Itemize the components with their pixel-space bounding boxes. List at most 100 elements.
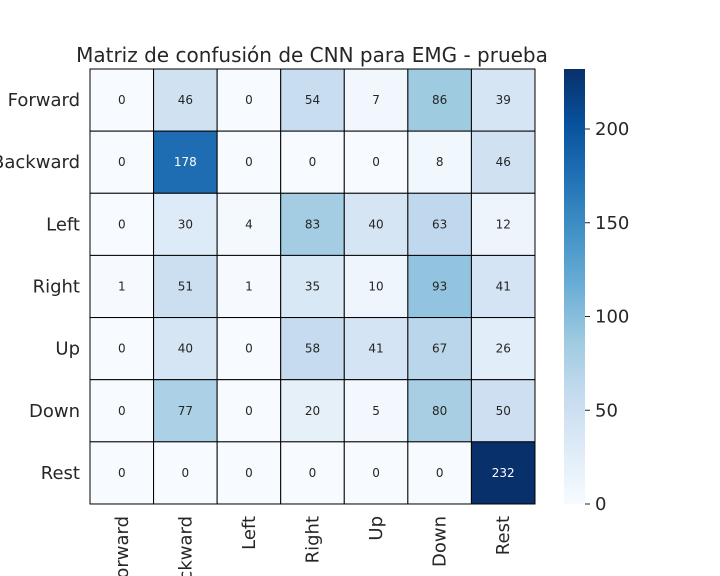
cell-value-label: 50 bbox=[496, 404, 511, 418]
cell-value-label: 0 bbox=[245, 155, 253, 169]
cell-value-label: 0 bbox=[118, 342, 126, 356]
cell-value-label: 7 bbox=[372, 93, 380, 107]
cell-value-label: 0 bbox=[245, 342, 253, 356]
row-label: Rest bbox=[41, 463, 80, 484]
chart-title: Matriz de confusión de CNN para EMG - pr… bbox=[76, 43, 548, 67]
cell-value-label: 67 bbox=[432, 342, 447, 356]
cell-value-label: 10 bbox=[368, 279, 383, 293]
column-label: Rest bbox=[493, 516, 514, 555]
cell-value-label: 93 bbox=[432, 279, 447, 293]
cell-value-label: 58 bbox=[305, 342, 320, 356]
cell-value-label: 83 bbox=[305, 217, 320, 231]
colorbar-tick-label: 50 bbox=[595, 400, 618, 421]
cell-value-label: 0 bbox=[118, 404, 126, 418]
cell-value-label: 86 bbox=[432, 93, 447, 107]
row-labels: Forward Backward Left Right Up Down Rest bbox=[0, 90, 80, 484]
heatmap-cell bbox=[89, 130, 155, 194]
heatmap-cell bbox=[280, 379, 345, 443]
cell-value-label: 1 bbox=[245, 279, 253, 293]
heatmap-cell bbox=[470, 192, 536, 256]
cell-value-label: 4 bbox=[245, 217, 253, 231]
column-label: Down bbox=[430, 516, 451, 567]
heatmap-cell bbox=[470, 379, 536, 443]
cell-value-label: 41 bbox=[368, 342, 383, 356]
heatmap-cell bbox=[216, 441, 282, 505]
cell-value-label: 0 bbox=[372, 466, 380, 480]
heatmap-cell bbox=[89, 254, 155, 319]
cell-value-label: 46 bbox=[178, 93, 193, 107]
cell-value-label: 51 bbox=[178, 279, 193, 293]
column-label: Left bbox=[239, 516, 260, 550]
cell-value-label: 63 bbox=[432, 217, 447, 231]
heatmap-cell bbox=[89, 317, 155, 381]
colorbar-tick-label: 100 bbox=[595, 307, 629, 328]
cell-value-label: 0 bbox=[118, 217, 126, 231]
heatmap-cell bbox=[153, 254, 218, 319]
heatmap-cell bbox=[89, 441, 155, 505]
column-label: Forward bbox=[112, 516, 133, 576]
cell-value-label: 5 bbox=[372, 404, 380, 418]
row-label: Up bbox=[55, 339, 80, 360]
colorbar-tick-label: 150 bbox=[595, 213, 629, 234]
heatmap-cell bbox=[343, 130, 409, 194]
cell-value-label: 0 bbox=[436, 466, 444, 480]
heatmap-cell bbox=[343, 192, 409, 256]
heatmap-cell bbox=[216, 130, 282, 194]
heatmap-cell bbox=[280, 254, 345, 319]
heatmap-cell bbox=[280, 192, 345, 256]
row-label: Forward bbox=[8, 90, 80, 111]
heatmap-cell bbox=[216, 68, 282, 132]
cell-value-label: 40 bbox=[368, 217, 383, 231]
column-label: Backward bbox=[175, 516, 196, 576]
cell-value-label: 0 bbox=[118, 93, 126, 107]
cell-value-label: 46 bbox=[496, 155, 511, 169]
colorbar-tick-label: 0 bbox=[595, 494, 606, 515]
heatmap-cell bbox=[89, 379, 155, 443]
row-label: Right bbox=[33, 276, 80, 297]
heatmap-cell bbox=[153, 379, 218, 443]
cell-value-label: 0 bbox=[118, 466, 126, 480]
heatmap-cell bbox=[407, 254, 472, 319]
heatmap-cell bbox=[407, 441, 472, 505]
heatmap-cell bbox=[470, 130, 536, 194]
cell-value-label: 39 bbox=[496, 93, 511, 107]
heatmap-cell bbox=[280, 441, 345, 505]
colorbar-gradient bbox=[564, 69, 585, 504]
row-label: Backward bbox=[0, 152, 80, 173]
heatmap-cell bbox=[407, 68, 472, 132]
cell-value-label: 0 bbox=[245, 466, 253, 480]
heatmap-cells: 0 46 0 54 7 86 39 0 178 0 0 0 8 46 0 30 4 83 40 63 12 1 51 1 35 1… bbox=[89, 68, 536, 505]
cell-value-label: 35 bbox=[305, 279, 320, 293]
colorbar-ticks: 0 50 100 150 200 bbox=[585, 119, 629, 515]
cell-value-label: 41 bbox=[496, 279, 511, 293]
cell-value-label: 0 bbox=[309, 466, 317, 480]
row-label: Left bbox=[46, 214, 80, 235]
cell-value-label: 0 bbox=[118, 155, 126, 169]
heatmap-cell bbox=[280, 68, 345, 132]
heatmap-cell bbox=[153, 68, 218, 132]
cell-value-label: 0 bbox=[245, 93, 253, 107]
cell-value-label: 0 bbox=[245, 404, 253, 418]
cell-value-label: 0 bbox=[309, 155, 317, 169]
cell-value-label: 77 bbox=[178, 404, 193, 418]
cell-value-label: 178 bbox=[174, 155, 197, 169]
cell-value-label: 0 bbox=[182, 466, 190, 480]
column-label: Right bbox=[302, 516, 323, 563]
cell-value-label: 26 bbox=[496, 342, 511, 356]
heatmap-cell bbox=[343, 379, 409, 443]
cell-value-label: 0 bbox=[372, 155, 380, 169]
cell-value-label: 12 bbox=[496, 217, 511, 231]
heatmap-cell bbox=[216, 317, 282, 381]
colorbar bbox=[564, 69, 585, 504]
colorbar-tick-label: 200 bbox=[595, 119, 629, 140]
cell-value-label: 20 bbox=[305, 404, 320, 418]
column-label: Up bbox=[366, 516, 387, 541]
cell-value-label: 232 bbox=[492, 466, 515, 480]
heatmap-cell bbox=[216, 192, 282, 256]
cell-value-label: 1 bbox=[118, 279, 126, 293]
heatmap-cell bbox=[343, 441, 409, 505]
cell-value-label: 30 bbox=[178, 217, 193, 231]
heatmap-cell bbox=[153, 192, 218, 256]
cell-value-label: 8 bbox=[436, 155, 444, 169]
